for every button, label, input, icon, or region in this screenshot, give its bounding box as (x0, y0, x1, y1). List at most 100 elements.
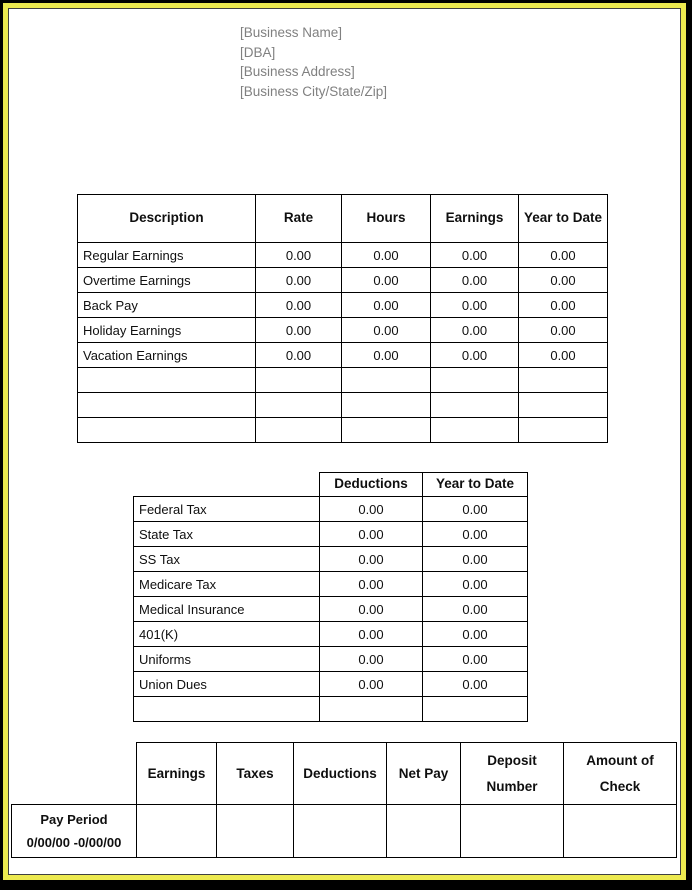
table-row: Overtime Earnings 0.00 0.00 0.00 0.00 (77, 267, 608, 293)
deduction-value: 0.00 (319, 521, 423, 547)
row-label: Vacation Earnings (77, 342, 256, 368)
row-label: Medical Insurance (133, 596, 320, 622)
paystub-page: [Business Name] [DBA] [Business Address]… (8, 8, 681, 875)
row-label: Back Pay (77, 292, 256, 318)
earnings-table: Description Rate Hours Earnings Year to … (77, 194, 608, 443)
column-header-net-pay: Net Pay (386, 742, 461, 805)
deduction-value: 0.00 (319, 671, 423, 697)
empty-cell (341, 392, 431, 418)
table-row: Union Dues 0.00 0.00 (133, 671, 528, 697)
earnings-value: 0.00 (430, 267, 519, 293)
summary-table: Earnings Taxes Deductions Net Pay Deposi… (11, 742, 677, 858)
column-header-earnings: Earnings (430, 194, 519, 243)
table-row: State Tax 0.00 0.00 (133, 521, 528, 547)
earnings-value: 0.00 (430, 342, 519, 368)
empty-cell (430, 417, 519, 443)
ytd-value: 0.00 (518, 242, 608, 268)
business-header: [Business Name] [DBA] [Business Address]… (240, 23, 387, 101)
deduction-value: 0.00 (319, 496, 423, 522)
row-label: Union Dues (133, 671, 320, 697)
ytd-value: 0.00 (422, 546, 528, 572)
table-row: Federal Tax 0.00 0.00 (133, 496, 528, 522)
table-row-empty (77, 367, 608, 393)
table-row: Vacation Earnings 0.00 0.00 0.00 0.00 (77, 342, 608, 368)
hours-value: 0.00 (341, 342, 431, 368)
earnings-header-row: Description Rate Hours Earnings Year to … (77, 194, 608, 243)
empty-cell (255, 417, 342, 443)
empty-cell (460, 804, 564, 858)
hours-value: 0.00 (341, 267, 431, 293)
deductions-header-row: Deductions Year to Date (133, 472, 528, 497)
business-address-placeholder: [Business Address] (240, 64, 355, 79)
row-label: 401(K) (133, 621, 320, 647)
ytd-value: 0.00 (422, 671, 528, 697)
row-label: Overtime Earnings (77, 267, 256, 293)
column-header-deposit-number: Deposit Number (460, 742, 564, 805)
rate-value: 0.00 (255, 317, 342, 343)
deductions-table: Deductions Year to Date Federal Tax 0.00… (133, 472, 528, 722)
table-row-empty (133, 696, 528, 722)
empty-cell (255, 392, 342, 418)
empty-cell (518, 392, 608, 418)
empty-cell (293, 804, 387, 858)
table-row: Medicare Tax 0.00 0.00 (133, 571, 528, 597)
column-header-description: Description (77, 194, 256, 243)
header-spacer-cell (133, 472, 320, 497)
hours-value: 0.00 (341, 292, 431, 318)
table-row: Back Pay 0.00 0.00 0.00 0.00 (77, 292, 608, 318)
column-header-deductions: Deductions (293, 742, 387, 805)
rate-value: 0.00 (255, 292, 342, 318)
empty-cell (136, 804, 217, 858)
ytd-value: 0.00 (422, 646, 528, 672)
empty-cell (518, 367, 608, 393)
ytd-value: 0.00 (422, 571, 528, 597)
earnings-value: 0.00 (430, 292, 519, 318)
ytd-value: 0.00 (422, 521, 528, 547)
table-row: 401(K) 0.00 0.00 (133, 621, 528, 647)
deduction-value: 0.00 (319, 646, 423, 672)
ytd-value: 0.00 (422, 621, 528, 647)
row-label: Federal Tax (133, 496, 320, 522)
empty-cell (386, 804, 461, 858)
table-row: Holiday Earnings 0.00 0.00 0.00 0.00 (77, 317, 608, 343)
column-header-amount-of-check: Amount of Check (563, 742, 677, 805)
hours-value: 0.00 (341, 242, 431, 268)
rate-value: 0.00 (255, 267, 342, 293)
pay-period-row: Pay Period 0/00/00 -0/00/00 (11, 804, 677, 858)
deduction-value: 0.00 (319, 571, 423, 597)
pay-period-label: Pay Period 0/00/00 -0/00/00 (11, 804, 137, 858)
ytd-value: 0.00 (518, 267, 608, 293)
empty-cell (133, 696, 320, 722)
rate-value: 0.00 (255, 342, 342, 368)
summary-header-row: Earnings Taxes Deductions Net Pay Deposi… (11, 742, 677, 805)
empty-cell (216, 804, 294, 858)
empty-cell (319, 696, 423, 722)
row-label: SS Tax (133, 546, 320, 572)
business-city-state-zip-placeholder: [Business City/State/Zip] (240, 83, 388, 99)
row-label: Holiday Earnings (77, 317, 256, 343)
table-row: Regular Earnings 0.00 0.00 0.00 0.00 (77, 242, 608, 268)
row-label: Regular Earnings (77, 242, 256, 268)
business-dba-placeholder: [DBA] (240, 44, 276, 60)
column-header-taxes: Taxes (216, 742, 294, 805)
row-label: Medicare Tax (133, 571, 320, 597)
ytd-value: 0.00 (422, 596, 528, 622)
empty-cell (77, 417, 256, 443)
row-label: State Tax (133, 521, 320, 547)
table-row: Medical Insurance 0.00 0.00 (133, 596, 528, 622)
rate-value: 0.00 (255, 242, 342, 268)
row-label: Uniforms (133, 646, 320, 672)
table-row: SS Tax 0.00 0.00 (133, 546, 528, 572)
table-row-empty (77, 392, 608, 418)
table-row-empty (77, 417, 608, 443)
deduction-value: 0.00 (319, 621, 423, 647)
deduction-value: 0.00 (319, 546, 423, 572)
pay-period-range: 0/00/00 -0/00/00 (26, 835, 122, 850)
business-name-placeholder: [Business Name] (240, 25, 343, 40)
column-header-deductions: Deductions (319, 472, 423, 497)
empty-cell (563, 804, 677, 858)
empty-cell (430, 367, 519, 393)
empty-cell (518, 417, 608, 443)
ytd-value: 0.00 (518, 342, 608, 368)
